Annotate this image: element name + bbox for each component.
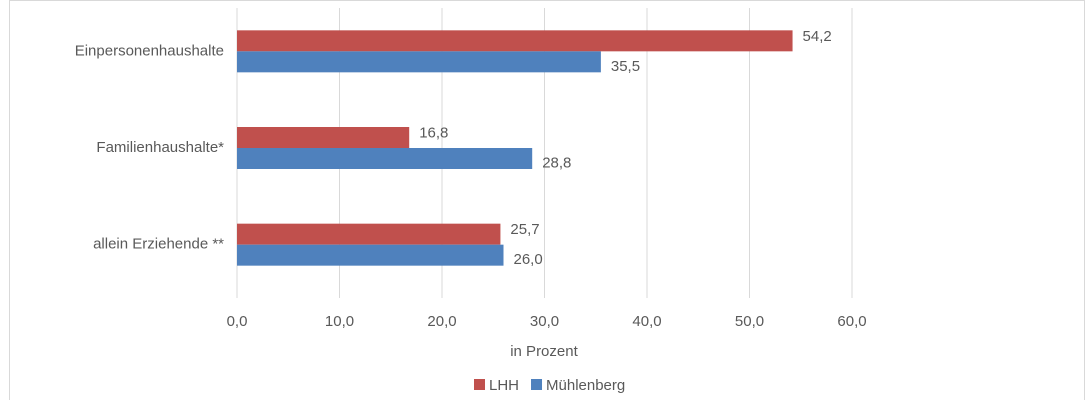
legend-swatch	[531, 379, 543, 390]
bar	[237, 223, 501, 245]
x-tick-label: 20,0	[427, 313, 456, 330]
bar	[237, 148, 533, 169]
x-tick-label: 60,0	[837, 313, 866, 330]
x-tick-label: 40,0	[632, 313, 661, 330]
legend-label: LHH	[489, 377, 519, 394]
x-tick-label: 10,0	[325, 313, 354, 330]
data-label: 54,2	[803, 28, 832, 45]
x-axis-label: in Prozent	[510, 343, 578, 360]
x-tick-label: 50,0	[735, 313, 764, 330]
bar	[237, 51, 601, 73]
x-tick-label: 0,0	[227, 313, 248, 330]
data-label: 35,5	[611, 58, 640, 75]
data-label: 26,0	[514, 251, 543, 268]
legend-swatch	[474, 379, 485, 390]
y-tick-label: allein Erziehende **	[93, 236, 224, 253]
bar	[237, 127, 410, 148]
data-label: 25,7	[510, 221, 539, 238]
legend-label: Mühlenberg	[546, 377, 625, 394]
x-tick-label: 30,0	[530, 313, 559, 330]
data-label: 28,8	[542, 154, 571, 171]
y-tick-label: Einpersonenhaushalte	[75, 42, 224, 59]
data-label: 16,8	[419, 124, 448, 141]
y-tick-label: Familienhaushalte*	[96, 139, 224, 156]
bar	[237, 244, 504, 266]
bar	[237, 30, 793, 52]
